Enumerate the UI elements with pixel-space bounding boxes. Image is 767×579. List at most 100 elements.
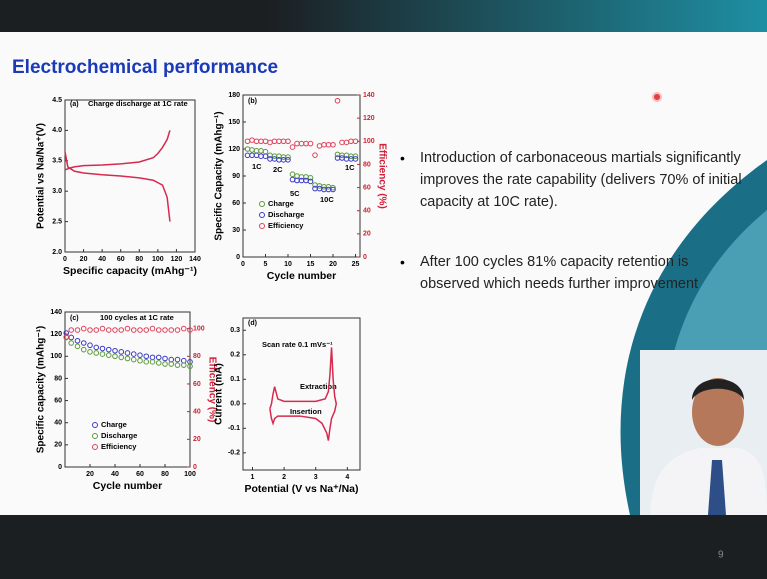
- y-tick-label: 60: [232, 200, 240, 207]
- x-axis-label: Cycle number: [93, 480, 162, 492]
- x-tick-label: 20: [80, 256, 88, 263]
- y-tick-label: 120: [228, 146, 240, 153]
- x-tick-label: 80: [161, 471, 169, 478]
- y-tick-label: 0.0: [230, 401, 240, 408]
- x-tick-label: 120: [171, 256, 183, 263]
- y-axis-label: Specific Capacity (mAhg⁻¹): [214, 111, 225, 240]
- x-tick-label: 0: [241, 261, 245, 268]
- y2-tick-label: 100: [363, 138, 375, 145]
- x-tick-label: 1: [251, 474, 255, 481]
- y-tick-label: 20: [54, 442, 62, 449]
- page-number: 9: [718, 550, 724, 561]
- annotation: 1C: [252, 162, 262, 171]
- annotation: 10C: [320, 195, 334, 204]
- annotation: (d): [248, 320, 257, 327]
- y-tick-label: 0: [58, 464, 62, 471]
- x-tick-label: 140: [189, 256, 201, 263]
- y2-tick-label: 120: [363, 115, 375, 122]
- x-tick-label: 2: [282, 474, 286, 481]
- y-tick-label: 120: [50, 331, 62, 338]
- x-tick-label: 5: [264, 261, 268, 268]
- y2-tick-label: 40: [363, 208, 371, 215]
- y2-tick-label: 140: [363, 92, 375, 99]
- y-tick-label: 180: [228, 92, 240, 99]
- x-tick-label: 25: [352, 261, 360, 268]
- x-tick-label: 80: [135, 256, 143, 263]
- y-tick-label: 100: [50, 353, 62, 360]
- bullet-dot: •: [400, 150, 405, 166]
- bullet: Introduction of carbonaceous martials si…: [420, 147, 750, 213]
- legend-label: Efficiency: [101, 442, 137, 451]
- page: 9 Electrochemical performance 0204060801…: [0, 0, 767, 579]
- y-tick-label: 4.5: [52, 97, 62, 104]
- x-tick-label: 20: [86, 471, 94, 478]
- x-tick-label: 60: [117, 256, 125, 263]
- y-tick-label: 80: [54, 375, 62, 382]
- x-axis-label: Potential (V vs Na⁺/Na): [244, 483, 358, 495]
- pointer: [653, 93, 661, 101]
- annotation: 1C: [345, 163, 355, 172]
- annotation: (b): [248, 98, 257, 105]
- y2-tick-label: 0: [193, 464, 197, 471]
- x-tick-label: 10: [284, 261, 292, 268]
- y-tick-label: 2.5: [52, 218, 62, 225]
- x-tick-label: 3: [314, 474, 318, 481]
- legend-label: Charge: [101, 420, 127, 429]
- y-axis-label: Current (mA): [214, 363, 225, 425]
- y-tick-label: 0.3: [230, 327, 240, 334]
- bullet-dot: •: [400, 254, 405, 270]
- x-tick-label: 15: [307, 261, 315, 268]
- x-tick-label: 40: [98, 256, 106, 263]
- annotation: Charge discharge at 1C rate: [88, 99, 188, 108]
- bottom-band: [0, 515, 767, 579]
- bullet: After 100 cycles 81% capacity retention …: [420, 251, 750, 295]
- y-tick-label: 0: [236, 254, 240, 261]
- annotation: Scan rate 0.1 mVs⁻¹: [262, 340, 333, 349]
- y-axis-label: Specific capacity (mAhg⁻¹): [36, 326, 47, 454]
- y2-tick-label: 80: [193, 353, 201, 360]
- annotation: 5C: [290, 189, 300, 198]
- annotation: (a): [70, 101, 79, 108]
- y-tick-label: -0.2: [228, 450, 240, 457]
- x-tick-label: 20: [329, 261, 337, 268]
- x-axis-label: Specific capacity (mAhg⁻¹): [63, 265, 197, 277]
- top-band: [0, 0, 767, 32]
- y-tick-label: 2.0: [52, 249, 62, 256]
- y-tick-label: 0.1: [230, 376, 240, 383]
- annotation: Insertion: [290, 407, 322, 416]
- y-tick-label: -0.1: [228, 425, 240, 432]
- y2-tick-label: 20: [363, 231, 371, 238]
- x-tick-label: 100: [152, 256, 164, 263]
- x-tick-label: 100: [184, 471, 196, 478]
- y2-tick-label: 60: [363, 184, 371, 191]
- y2-tick-label: 40: [193, 408, 201, 415]
- y-tick-label: 0.2: [230, 352, 240, 359]
- y2-axis-label: Efficiency (%): [376, 143, 387, 209]
- x-axis-label: Cycle number: [267, 270, 336, 282]
- y-tick-label: 4.0: [52, 127, 62, 134]
- y2-tick-label: 0: [363, 254, 367, 261]
- y-tick-label: 60: [54, 397, 62, 404]
- y-tick-label: 3.5: [52, 158, 62, 165]
- y-tick-label: 140: [50, 309, 62, 316]
- slide-title: Electrochemical performance: [12, 57, 278, 78]
- y-tick-label: 150: [228, 119, 240, 126]
- x-tick-label: 0: [63, 256, 67, 263]
- x-tick-label: 60: [136, 471, 144, 478]
- y-tick-label: 40: [54, 420, 62, 427]
- y-tick-label: 3.0: [52, 188, 62, 195]
- annotation: 100 cycles at 1C rate: [100, 313, 174, 322]
- y-axis-label: Potential vs Na/Na⁺(V): [36, 123, 47, 229]
- x-tick-label: 40: [111, 471, 119, 478]
- legend-label: Discharge: [101, 431, 137, 440]
- annotation: (c): [70, 315, 79, 322]
- y2-tick-label: 100: [193, 325, 205, 332]
- annotation: 2C: [273, 165, 283, 174]
- y-tick-label: 30: [232, 227, 240, 234]
- legend-label: Discharge: [268, 210, 304, 219]
- x-tick-label: 4: [345, 474, 349, 481]
- legend-label: Efficiency: [268, 221, 304, 230]
- y-tick-label: 90: [232, 173, 240, 180]
- annotation: Extraction: [300, 382, 337, 391]
- y2-tick-label: 80: [363, 161, 371, 168]
